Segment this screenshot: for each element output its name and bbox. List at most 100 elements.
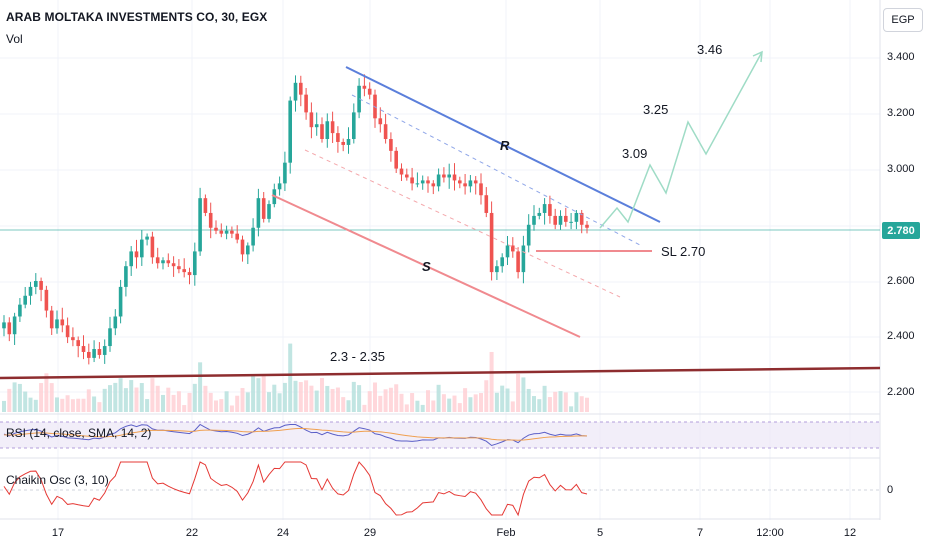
candlesticks[interactable] xyxy=(2,74,589,365)
candle-body[interactable] xyxy=(28,286,33,296)
rsi-label[interactable]: RSI (14, close, SMA, 14, 2) xyxy=(6,426,152,440)
zone-label[interactable]: 2.3 - 2.35 xyxy=(330,349,385,364)
candle-body[interactable] xyxy=(352,112,356,140)
candle-body[interactable] xyxy=(182,269,186,273)
candle-body[interactable] xyxy=(118,286,123,317)
candle-body[interactable] xyxy=(288,100,292,163)
candle-body[interactable] xyxy=(314,124,319,128)
candle-body[interactable] xyxy=(330,121,335,134)
candle-body[interactable] xyxy=(124,266,128,287)
candle-body[interactable] xyxy=(92,349,96,358)
candle-body[interactable] xyxy=(569,221,573,223)
candle-body[interactable] xyxy=(161,260,165,264)
candle-body[interactable] xyxy=(187,272,192,276)
candle-body[interactable] xyxy=(203,198,208,213)
candle-body[interactable] xyxy=(325,121,330,140)
candle-body[interactable] xyxy=(505,245,510,258)
candle-body[interactable] xyxy=(145,236,149,240)
candle-body[interactable] xyxy=(405,174,409,178)
candle-body[interactable] xyxy=(346,139,351,145)
candle-body[interactable] xyxy=(548,204,552,216)
candle-body[interactable] xyxy=(140,239,144,258)
candle-body[interactable] xyxy=(410,177,414,184)
candle-body[interactable] xyxy=(468,180,473,187)
candle-body[interactable] xyxy=(537,212,542,216)
candle-body[interactable] xyxy=(336,133,340,142)
candle-body[interactable] xyxy=(134,251,139,258)
candle-body[interactable] xyxy=(166,260,171,264)
candle-body[interactable] xyxy=(516,251,520,273)
candle-body[interactable] xyxy=(12,316,17,335)
candle-body[interactable] xyxy=(309,112,314,128)
candle-body[interactable] xyxy=(495,266,499,273)
candle-body[interactable] xyxy=(489,212,494,273)
candle-body[interactable] xyxy=(532,215,536,225)
target-1-label[interactable]: 3.09 xyxy=(622,146,648,161)
candle-body[interactable] xyxy=(277,183,282,190)
currency-button[interactable]: EGP xyxy=(883,8,923,32)
candle-body[interactable] xyxy=(23,295,27,305)
chaikin-label[interactable]: Chaikin Osc (3, 10) xyxy=(6,473,109,487)
candle-body[interactable] xyxy=(442,174,446,178)
candle-body[interactable] xyxy=(246,245,250,255)
candle-body[interactable] xyxy=(251,227,255,246)
candle-body[interactable] xyxy=(261,198,266,219)
candle-body[interactable] xyxy=(463,183,467,187)
target-2-label[interactable]: 3.25 xyxy=(643,102,669,117)
candle-body[interactable] xyxy=(341,141,345,145)
candle-body[interactable] xyxy=(198,198,202,252)
candle-body[interactable] xyxy=(436,174,441,187)
candle-body[interactable] xyxy=(76,340,80,347)
candle-body[interactable] xyxy=(542,204,547,213)
volume-label[interactable]: Vol xyxy=(6,32,23,46)
candle-body[interactable] xyxy=(367,88,372,95)
candle-body[interactable] xyxy=(521,245,526,273)
candle-body[interactable] xyxy=(526,224,531,246)
candle-body[interactable] xyxy=(383,124,388,140)
candle-body[interactable] xyxy=(426,180,430,184)
candle-body[interactable] xyxy=(399,168,404,175)
candle-body[interactable] xyxy=(39,280,43,290)
resistance-trendline[interactable] xyxy=(345,66,661,223)
zone-line[interactable] xyxy=(0,366,881,380)
candle-body[interactable] xyxy=(155,257,160,264)
candle-body[interactable] xyxy=(447,174,451,178)
candle-body[interactable] xyxy=(458,180,462,184)
candle-body[interactable] xyxy=(60,319,65,326)
candle-body[interactable] xyxy=(394,150,398,169)
candle-body[interactable] xyxy=(113,316,118,329)
candle-body[interactable] xyxy=(415,183,420,185)
candle-body[interactable] xyxy=(7,322,12,335)
candle-body[interactable] xyxy=(473,180,478,184)
candle-body[interactable] xyxy=(87,351,91,358)
candle-body[interactable] xyxy=(235,233,239,240)
support-trendline[interactable] xyxy=(271,194,581,338)
candle-body[interactable] xyxy=(500,257,504,267)
candle-body[interactable] xyxy=(230,230,234,234)
candle-body[interactable] xyxy=(320,124,324,140)
candle-body[interactable] xyxy=(585,224,589,228)
candle-body[interactable] xyxy=(171,263,176,267)
target-3-label[interactable]: 3.46 xyxy=(697,42,723,57)
candle-body[interactable] xyxy=(81,346,86,352)
candle-body[interactable] xyxy=(102,346,107,355)
candle-body[interactable] xyxy=(420,180,425,184)
candle-body[interactable] xyxy=(389,139,393,151)
candle-body[interactable] xyxy=(49,310,54,329)
candle-body[interactable] xyxy=(65,325,70,338)
candle-body[interactable] xyxy=(484,195,489,213)
candle-body[interactable] xyxy=(479,183,483,196)
candle-body[interactable] xyxy=(44,289,49,311)
projection-path[interactable] xyxy=(599,51,763,229)
candle-body[interactable] xyxy=(293,82,298,101)
candle-body[interactable] xyxy=(558,215,563,225)
candle-body[interactable] xyxy=(240,239,245,255)
candle-body[interactable] xyxy=(150,236,155,258)
candle-body[interactable] xyxy=(18,304,22,317)
candle-body[interactable] xyxy=(267,204,271,219)
symbol-title[interactable]: ARAB MOLTAKA INVESTMENTS CO, 30, EGX xyxy=(6,10,268,24)
candle-body[interactable] xyxy=(97,349,102,355)
candle-body[interactable] xyxy=(299,82,303,95)
candle-body[interactable] xyxy=(511,245,515,252)
